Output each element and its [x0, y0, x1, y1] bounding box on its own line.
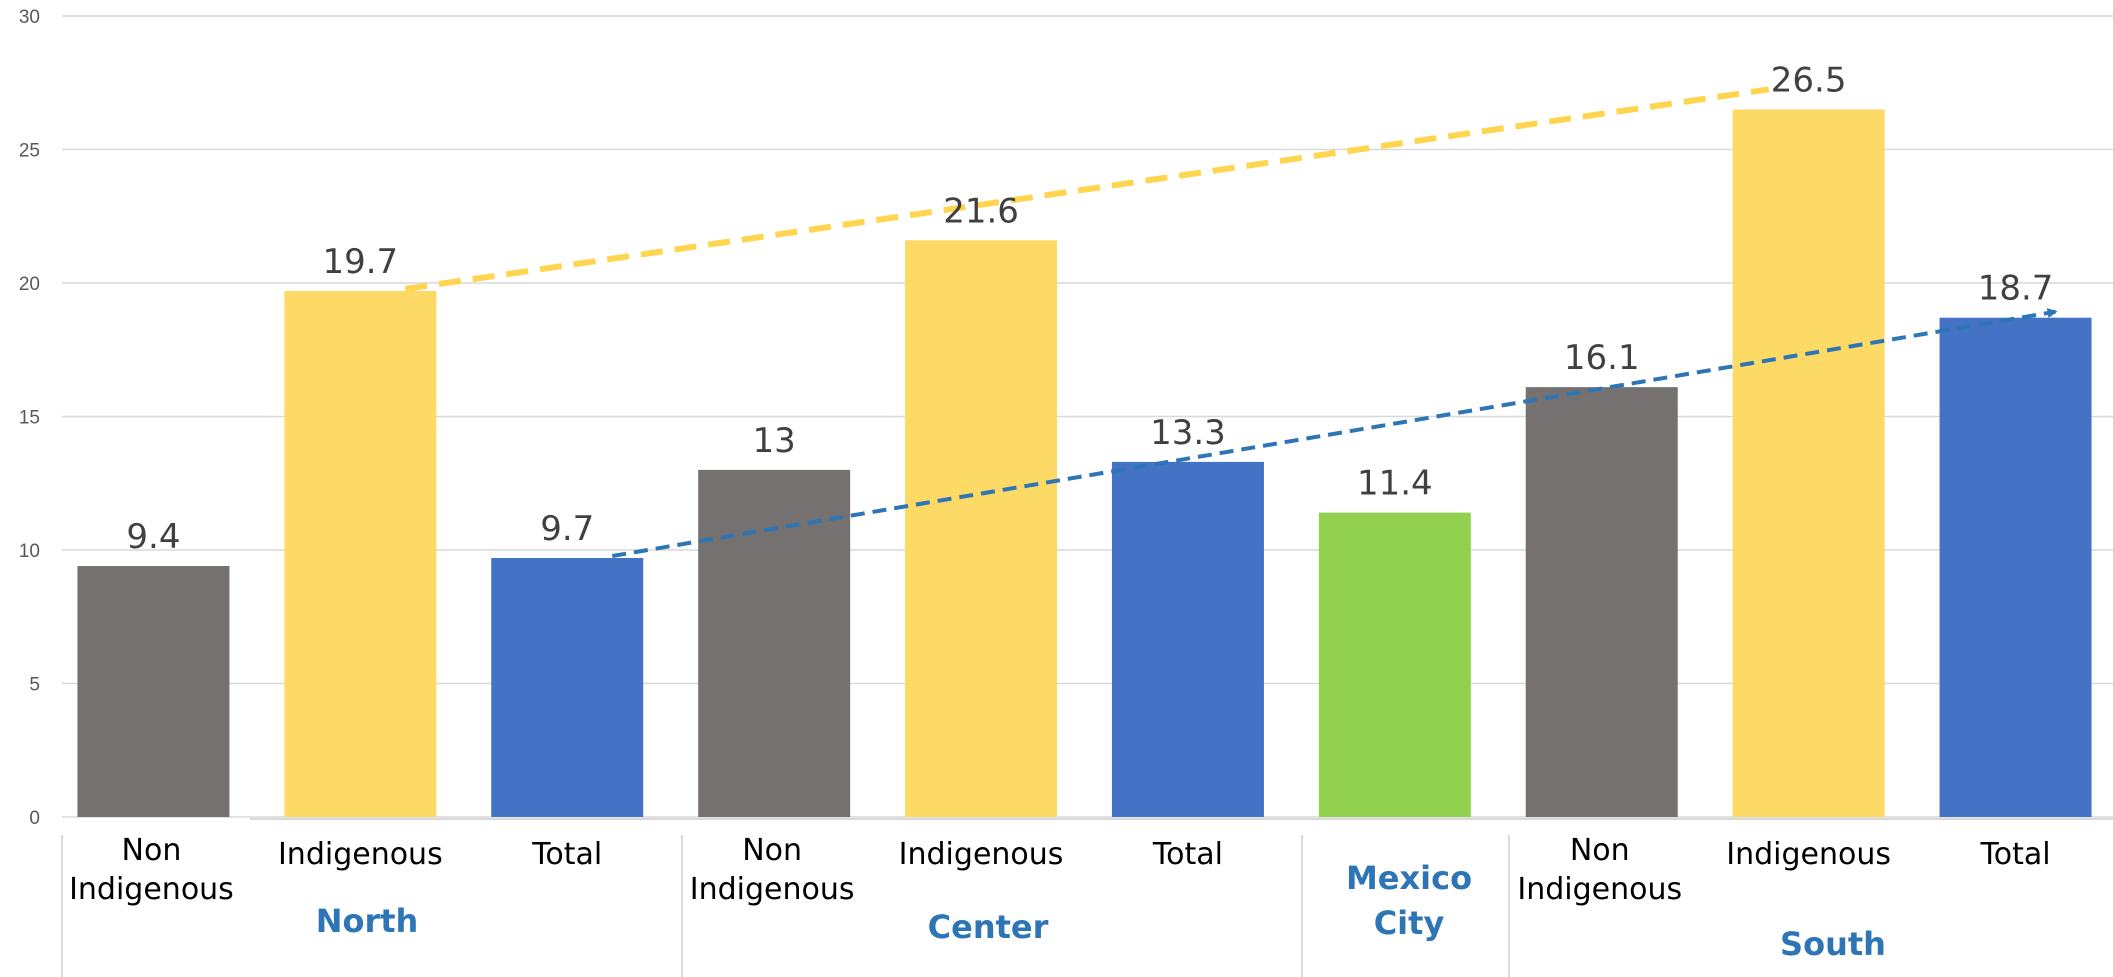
data-label: 11.4 [1357, 464, 1433, 504]
data-label: 18.7 [1978, 269, 2054, 309]
bar [1732, 109, 1885, 817]
data-label: 21.6 [943, 191, 1019, 231]
group-label: Mexico City [1346, 859, 1472, 942]
data-label: 13 [753, 421, 796, 461]
group-label: North [316, 902, 419, 940]
group-label: Center [928, 908, 1049, 946]
trendlines [404, 86, 2058, 558]
data-label: 13.3 [1150, 413, 1226, 453]
y-tick-label: 30 [19, 7, 40, 28]
y-axis-ticks: 0 5 10 15 20 25 30 [19, 7, 40, 829]
x-axis: Non Indigenous Indigenous Total Non Indigenou… [61, 818, 2113, 977]
trendline [404, 86, 1770, 292]
trendline [611, 308, 2058, 558]
bar [77, 566, 230, 817]
group-label: South [1780, 925, 1886, 963]
category-label: Non Indigenous [690, 833, 855, 907]
y-tick-label: 20 [19, 274, 40, 295]
data-label: 9.4 [126, 517, 180, 557]
y-tick-label: 25 [19, 141, 40, 162]
bar [1318, 512, 1471, 817]
group-label-line: Center [928, 908, 1049, 946]
category-label-line: Indigenous [69, 872, 234, 907]
bar [905, 240, 1058, 817]
category-label-line: Indigenous [690, 872, 855, 907]
bar [491, 558, 644, 817]
category-label: Indigenous [278, 837, 443, 872]
bar [698, 469, 851, 817]
data-label: 26.5 [1771, 60, 1847, 100]
data-labels: 9.4 19.7 9.7 13 21.6 13.3 11.4 16.1 26.5 18.7 [126, 60, 2053, 557]
category-label-line: Non [1570, 833, 1630, 868]
category-label: Total [1980, 837, 2051, 872]
category-label: Non Indigenous [1517, 833, 1682, 907]
y-tick-label: 15 [19, 408, 40, 429]
bar [1111, 461, 1264, 817]
y-tick-label: 5 [29, 675, 40, 696]
data-label: 19.7 [322, 242, 398, 282]
data-label: 16.1 [1564, 338, 1640, 378]
group-label-line: North [316, 902, 419, 940]
bar [284, 291, 437, 817]
category-label-line: Non [742, 833, 802, 868]
category-label-line: Non [122, 833, 182, 868]
category-label: Indigenous [899, 837, 1064, 872]
y-tick-label: 10 [19, 541, 40, 562]
group-label-line: City [1374, 904, 1445, 942]
category-label: Total [531, 837, 602, 872]
category-label: Total [1152, 837, 1223, 872]
y-tick-label: 0 [29, 808, 40, 829]
category-label-line: Indigenous [1517, 872, 1682, 907]
data-label: 9.7 [540, 509, 594, 549]
category-label: Non Indigenous [69, 833, 234, 907]
category-label: Indigenous [1726, 837, 1891, 872]
group-label-line: South [1780, 925, 1886, 963]
group-label-line: Mexico [1346, 859, 1472, 897]
bar [1525, 387, 1678, 817]
bar [1939, 317, 2092, 817]
bars [77, 109, 2092, 817]
